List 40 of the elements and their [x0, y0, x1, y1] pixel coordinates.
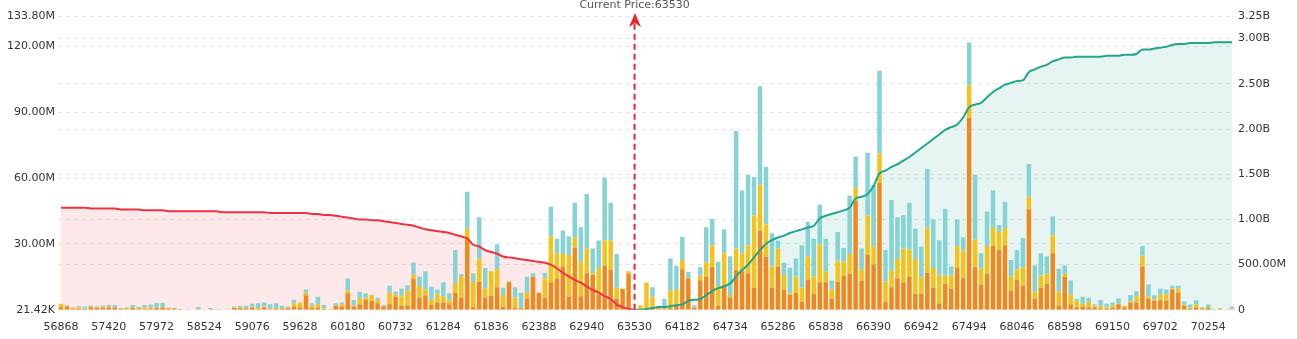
x-tick-label: 62388	[521, 320, 557, 334]
y-tick-label: 30.00M	[14, 236, 55, 250]
y-tick-label: 120.00M	[7, 39, 55, 53]
x-tick-label: 61836	[473, 320, 509, 334]
y2-tick-label: 3.25B	[1238, 8, 1271, 22]
x-tick-label: 68598	[1047, 320, 1083, 334]
x-tick-label: 66390	[856, 320, 892, 334]
x-tick-label: 69702	[1142, 320, 1178, 334]
x-tick-label: 62940	[569, 320, 605, 334]
y-tick-label: 90.00M	[14, 105, 55, 119]
x-tick-label: 64734	[712, 320, 748, 334]
x-tick-label: 64182	[664, 320, 700, 334]
x-tick-label: 57420	[91, 320, 127, 334]
x-tick-label: 63530	[617, 320, 653, 334]
x-tick-label: 59076	[234, 320, 270, 334]
x-tick-label: 65286	[760, 320, 796, 334]
x-tick-label: 56868	[43, 320, 79, 334]
y2-tick-label: 2.50B	[1238, 76, 1271, 90]
ref-line-label: Current Price:63530	[579, 0, 690, 11]
x-tick-label: 60180	[330, 320, 366, 334]
y2-tick-label: 1.50B	[1238, 167, 1271, 181]
y-tick-label: 133.80M	[7, 8, 55, 22]
y2-tick-label: 2.00B	[1238, 121, 1271, 135]
y2-tick-label: 1.00B	[1238, 212, 1271, 226]
x-tick-label: 60732	[378, 320, 414, 334]
x-tick-label: 65838	[808, 320, 844, 334]
x-tick-label: 69150	[1095, 320, 1131, 334]
y2-tick-label: 500.00M	[1238, 257, 1286, 271]
x-tick-label: 67494	[951, 320, 987, 334]
x-tick-label: 61284	[425, 320, 461, 334]
x-tick-label: 58524	[186, 320, 222, 334]
x-tick-label: 66942	[903, 320, 939, 334]
x-tick-label: 70254	[1190, 320, 1226, 334]
y2-tick-label: 0	[1238, 302, 1246, 316]
y-tick-label: 21.42K	[16, 302, 56, 316]
y2-tick-label: 3.00B	[1238, 31, 1271, 45]
x-tick-label: 68046	[999, 320, 1035, 334]
y-tick-label: 60.00M	[14, 170, 55, 184]
x-tick-label: 59628	[282, 320, 318, 334]
x-tick-label: 57972	[139, 320, 175, 334]
